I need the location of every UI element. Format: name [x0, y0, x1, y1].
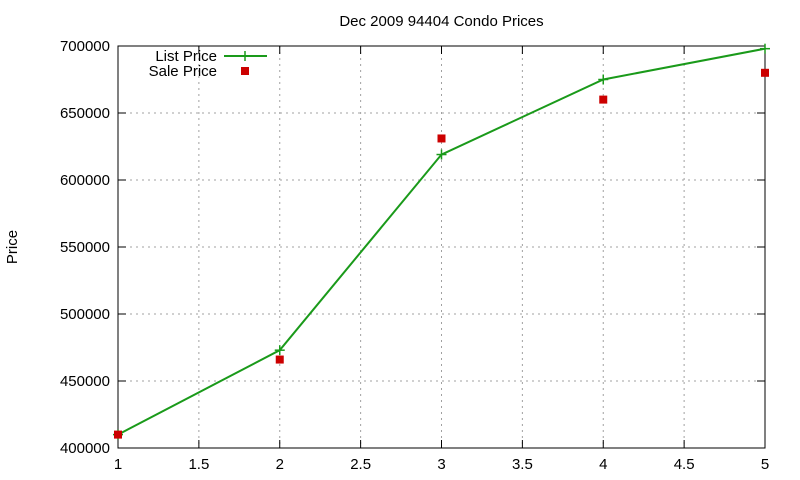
list-price-point: [598, 74, 609, 85]
legend-entry: List Price: [155, 48, 267, 65]
legend-label: List Price: [155, 48, 217, 65]
list-price-point: [436, 149, 447, 160]
series-1: [114, 68, 769, 439]
sale-price-point: [761, 68, 769, 77]
x-tick-label: 5: [761, 456, 769, 473]
x-tick-label: 3: [437, 456, 445, 473]
y-axis-label: Price: [4, 230, 21, 264]
y-tick-label: 550000: [60, 239, 110, 256]
x-tick-label: 4: [599, 456, 607, 473]
legend-entry: Sale Price: [149, 63, 249, 80]
sale-price-point: [114, 430, 122, 439]
x-tick-label: 2.5: [350, 456, 371, 473]
x-tick-label: 1: [114, 456, 122, 473]
axis-ticks: 1 1.5 2 2.5 3 3.5 4 4.5 5 400000 450000 500000 55000…: [60, 38, 769, 473]
list-price-point: [274, 345, 285, 356]
x-tick-label: 3.5: [512, 456, 533, 473]
series-layer: [113, 43, 770, 440]
y-tick-label: 450000: [60, 373, 110, 390]
y-tick-label: 700000: [60, 38, 110, 55]
y-tick-label: 500000: [60, 306, 110, 323]
legend-label: Sale Price: [149, 63, 217, 80]
y-tick-label: 600000: [60, 172, 110, 189]
x-tick-label: 4.5: [674, 456, 695, 473]
sale-price-point: [437, 134, 446, 143]
list-price-point: [760, 43, 770, 54]
sale-price-point: [599, 95, 608, 104]
y-tick-label: 650000: [60, 105, 110, 122]
grid: [118, 46, 765, 448]
y-tick-label: 400000: [60, 440, 110, 457]
x-tick-label: 2: [276, 456, 284, 473]
sale-price-point: [275, 355, 284, 364]
legend-square-marker: [241, 67, 249, 75]
x-tick-label: 1.5: [188, 456, 209, 473]
chart-title: Dec 2009 94404 Condo Prices: [339, 13, 543, 30]
legend-plus-marker: [240, 51, 250, 61]
series-0: [113, 43, 770, 440]
